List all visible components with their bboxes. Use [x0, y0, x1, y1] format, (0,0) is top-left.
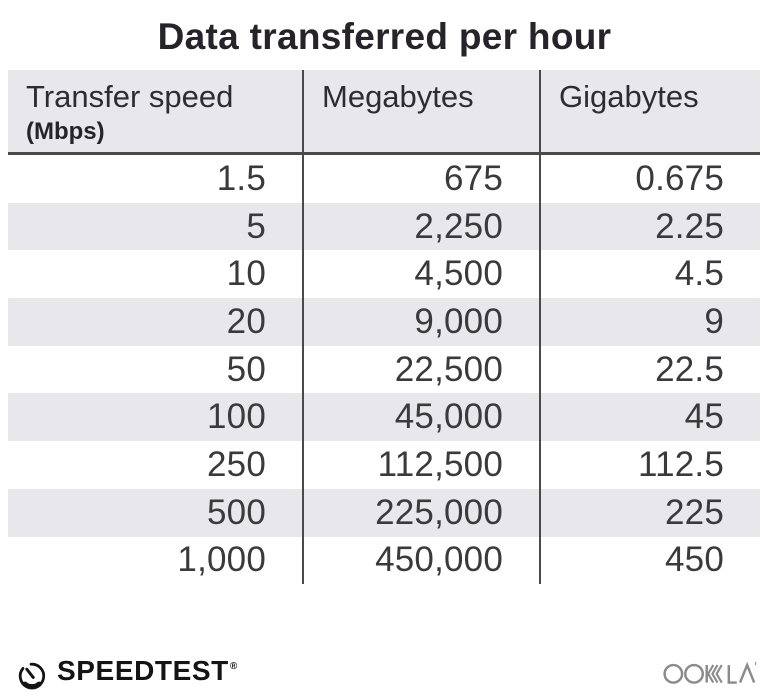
table-cell: 1,000: [177, 540, 266, 580]
table-body: 1.5 675 0.675 5 2,250 2.25 10 4,500 4.5 20 9,000 9 5…: [8, 155, 760, 585]
table-cell: 250: [207, 444, 266, 484]
column-header-label: Megabytes: [322, 79, 474, 114]
table-row: 10 4,500 4.5: [8, 250, 760, 299]
table-row: 5 2,250 2.25: [8, 202, 760, 251]
table-cell: 45,000: [302, 393, 539, 442]
table-header-row: Transfer speed (Mbps) Megabytes Gigabyte…: [8, 70, 760, 155]
table-cell: 9,000: [302, 298, 539, 346]
speedtest-logo: SPEEDTEST®: [16, 655, 237, 694]
table-cell: 4,500: [302, 250, 539, 299]
chart-title: Data transferred per hour: [157, 16, 612, 57]
column-header-megabytes: Megabytes: [302, 70, 539, 152]
speedtest-gauge-icon: [18, 662, 46, 689]
table-row: 250 112,500 112.5: [8, 441, 760, 489]
table-cell: 112,500: [302, 441, 539, 489]
table-cell: 0.675: [539, 155, 760, 203]
table-cell: 450,000: [302, 536, 539, 585]
table-cell: 225,000: [302, 488, 539, 537]
data-table: Transfer speed (Mbps) Megabytes Gigabyte…: [8, 70, 760, 585]
column-header-transfer-speed: Transfer speed (Mbps): [8, 70, 302, 152]
registered-trademark-icon: ®: [229, 661, 238, 672]
table-cell: 675: [302, 155, 539, 203]
table-cell: 225: [539, 488, 760, 537]
table-cell: 20: [226, 301, 266, 341]
table-cell: 5: [246, 206, 266, 246]
table-cell: 112.5: [539, 441, 760, 489]
column-header-sublabel: (Mbps): [26, 118, 105, 146]
table-row: 1,000 450,000 450: [8, 536, 760, 585]
table-row: 100 45,000 45: [8, 393, 760, 442]
column-header-gigabytes: Gigabytes: [539, 70, 760, 152]
table-row: 50 22,500 22.5: [8, 345, 760, 394]
table-cell: 4.5: [539, 250, 760, 299]
table-cell: 2,250: [302, 202, 539, 251]
table-cell: 450: [539, 536, 760, 585]
table-cell: 22.5: [539, 345, 760, 394]
ookla-logo: [663, 661, 757, 684]
table-cell: 22,500: [302, 345, 539, 394]
table-cell: 45: [539, 393, 760, 442]
column-header-label: Gigabytes: [559, 79, 699, 114]
table-row: 1.5 675 0.675: [8, 155, 760, 203]
table-cell: 500: [207, 492, 266, 532]
table-row: 500 225,000 225: [8, 488, 760, 537]
table-cell: 2.25: [539, 202, 760, 251]
speedtest-wordmark: SPEEDTEST®: [57, 655, 238, 686]
table-cell: 100: [207, 397, 266, 437]
table-cell: 10: [226, 254, 266, 294]
table-cell: 9: [539, 298, 760, 346]
table-row: 20 9,000 9: [8, 298, 760, 346]
column-header-label: Transfer speed: [26, 79, 234, 114]
table-cell: 1.5: [216, 158, 266, 198]
table-cell: 50: [226, 349, 266, 389]
